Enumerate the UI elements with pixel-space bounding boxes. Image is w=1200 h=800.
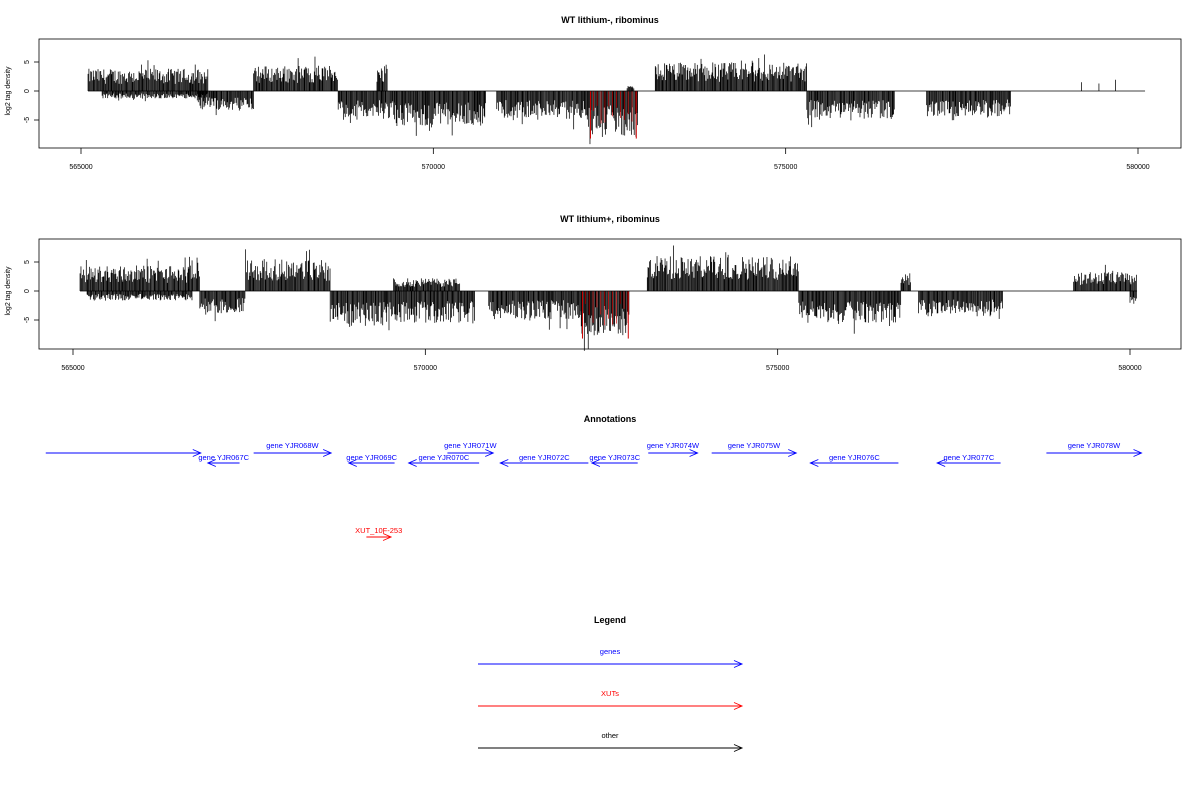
feature-arrowhead [347,459,357,467]
feature-label: gene YJR077C [944,453,995,462]
feature-arrowhead [499,459,509,467]
feature-arrowhead [1133,449,1143,457]
y-tick-label: 5 [24,260,31,264]
x-tick-label: 570000 [422,164,445,171]
legend-arrowhead [733,702,744,710]
x-axis: 565000 570000 575000 580000 [69,148,1150,171]
feature-label: gene YJR074W [647,441,700,450]
feature-label: gene YJR070C [419,453,470,462]
plot-frame [38,238,1182,350]
gene-feature: gene YJR076C [809,453,899,467]
y-tick-label: -5 [24,117,31,123]
y-axis-label: log2 tag density [5,266,12,316]
annotations-title: Annotations [584,414,637,424]
tag-density-bars [87,54,1116,145]
track-title: WT lithium+, ribominus [560,214,660,224]
feature-label: gene YJR069C [346,453,397,462]
legend-item: XUTs [478,689,744,710]
legend-arrowhead [733,660,744,668]
gene-feature [45,449,202,457]
annotation-features: gene YJR067C gene YJR068W gene YJR069C gene… [45,441,1143,541]
plot-frame [38,38,1182,149]
x-tick-label: 575000 [774,164,797,171]
feature-arrowhead [485,449,495,457]
feature-label: gene YJR073C [589,453,640,462]
y-tick-label: 0 [24,89,31,93]
feature-arrowhead [382,533,393,541]
feature-label: XUT_10F-253 [355,526,402,535]
gene-feature: gene YJR074W [647,441,700,457]
y-tick-label: -5 [24,317,31,323]
y-tick-label: 0 [24,289,31,293]
x-axis: 565000 570000 575000 580000 [61,349,1142,372]
legend-label: genes [600,647,621,656]
y-axis: -5 0 5 [24,260,39,323]
legend-item: genes [478,647,744,668]
y-axis: -5 0 5 [24,60,39,123]
feature-arrowhead [192,449,202,457]
feature-arrowhead [689,449,699,457]
track-panel-lithium-plus: WT lithium+, ribominus log2 tag density … [5,214,1182,372]
feature-arrowhead [590,459,601,467]
feature-label: gene YJR076C [829,453,880,462]
highlighted-region [581,291,629,339]
feature-label: gene YJR075W [728,441,781,450]
gene-feature: gene YJR071W [444,441,497,457]
gene-feature: gene YJR068W [253,441,333,457]
feature-label: gene YJR067C [198,453,249,462]
highlighted-region [589,91,637,139]
x-tick-label: 565000 [69,164,92,171]
x-tick-label: 580000 [1118,365,1141,372]
feature-label: gene YJR078W [1068,441,1121,450]
x-tick-label: 580000 [1126,164,1149,171]
track-panel-lithium-minus: WT lithium-, ribominus log2 tag density … [5,15,1182,171]
legend-title: Legend [594,615,626,625]
tag-density-bars [79,245,1137,351]
feature-label: gene YJR071W [444,441,497,450]
x-tick-label: 570000 [414,365,437,372]
legend-label: other [601,731,619,740]
gene-feature: gene YJR072C [499,453,589,467]
legend-items: genes XUTs other [478,647,744,752]
gene-feature: gene YJR067C [198,453,250,467]
y-axis-label: log2 tag density [5,66,12,116]
feature-arrowhead [407,459,417,467]
feature-label: gene YJR068W [266,441,319,450]
legend-label: XUTs [601,689,619,698]
feature-arrowhead [936,459,946,467]
feature-arrowhead [322,449,333,457]
feature-label: gene YJR072C [519,453,570,462]
gene-feature: gene YJR077C [936,453,1001,467]
track-title: WT lithium-, ribominus [561,15,659,25]
legend-arrowhead [733,744,744,752]
feature-arrowhead [809,459,819,467]
feature-arrowhead [206,459,217,467]
gene-feature: gene YJR070C [407,453,480,467]
gene-feature: gene YJR069C [346,453,398,467]
y-tick-label: 5 [24,60,31,64]
x-tick-label: 565000 [61,365,84,372]
gene-feature: gene YJR078W [1046,441,1143,457]
gene-feature: gene YJR073C [589,453,641,467]
gene-feature: gene YJR075W [711,441,798,457]
x-tick-label: 575000 [766,365,789,372]
feature-arrowhead [788,449,798,457]
legend-item: other [478,731,744,752]
legend-panel: Legend genes XUTs other [478,615,744,752]
xut-feature: XUT_10F-253 [355,526,402,541]
